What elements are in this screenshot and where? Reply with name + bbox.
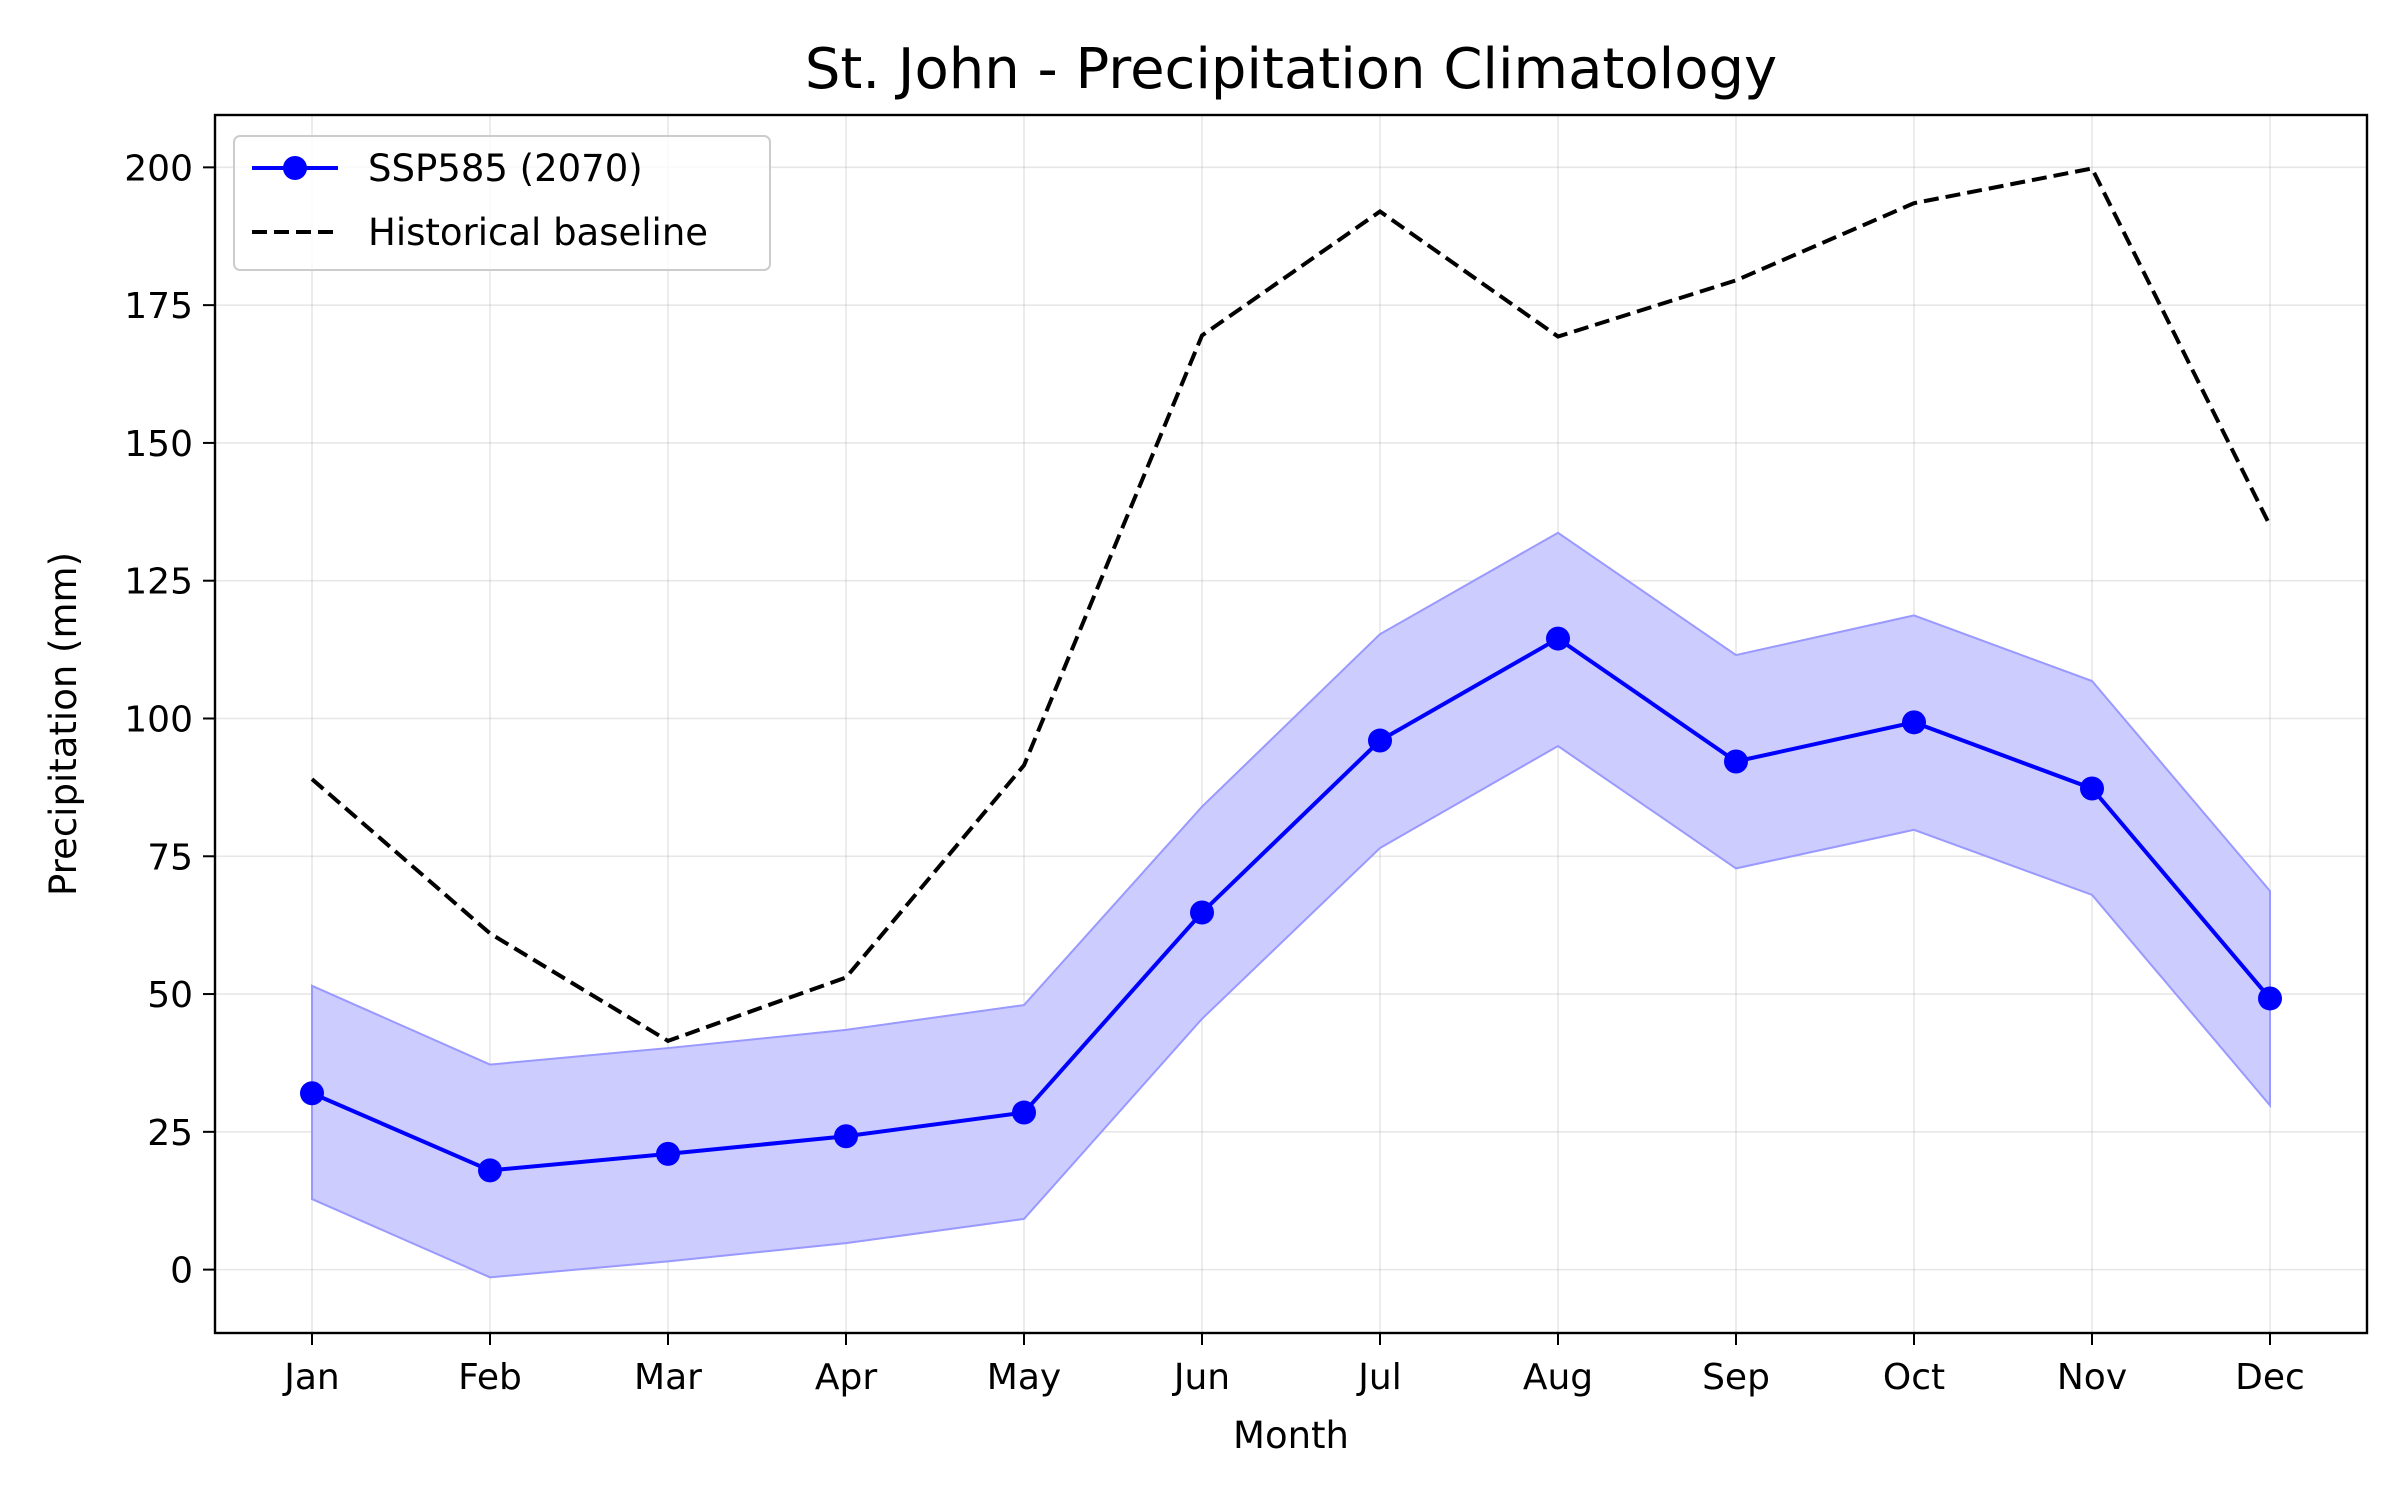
y-tick-label: 75 (147, 837, 193, 878)
y-tick-label: 25 (147, 1113, 193, 1154)
data-point-ssp585 (1368, 728, 1392, 753)
x-tick-label: Sep (1702, 1357, 1770, 1398)
series-line-ssp585 (311, 636, 2272, 1173)
x-axis-label: Month (1233, 1414, 1349, 1457)
data-point-ssp585 (2080, 776, 2104, 801)
series-line-historical (310, 166, 2272, 1044)
uncertainty-band (311, 531, 2271, 1279)
legend-box (233, 135, 771, 271)
data-point-ssp585 (478, 1158, 502, 1183)
data-point-ssp585 (1190, 900, 1214, 925)
x-tick-label: Jul (1356, 1357, 1401, 1398)
x-axis-ticks: Jan Feb Mar Apr May Jun Jul Aug Sep Oct Nov Dec (282, 1333, 2305, 1398)
band-area-ssp585 (311, 531, 2271, 1279)
data-point-ssp585 (1902, 710, 1926, 735)
x-tick-label: Aug (1523, 1357, 1593, 1398)
x-tick-label: Apr (815, 1357, 877, 1398)
series-lines (310, 166, 2272, 1173)
x-tick-label: Feb (458, 1357, 522, 1398)
data-point-ssp585 (656, 1141, 680, 1166)
y-tick-label: 100 (124, 699, 193, 740)
data-point-ssp585 (2258, 986, 2282, 1011)
y-tick-label: 50 (147, 975, 193, 1016)
x-tick-label: Oct (1883, 1357, 1945, 1398)
chart-title: St. John - Precipitation Climatology (805, 37, 1777, 102)
data-point-ssp585 (300, 1081, 324, 1106)
data-point-ssp585 (1546, 626, 1570, 651)
x-tick-label: Dec (2235, 1357, 2305, 1398)
x-tick-label: Nov (2057, 1357, 2127, 1398)
plot-frame (213, 113, 2369, 1335)
legend-entry-historical: Historical baseline (368, 211, 708, 254)
x-tick-label: Jun (1172, 1357, 1230, 1398)
data-point-ssp585 (1012, 1100, 1036, 1125)
y-tick-label: 125 (124, 562, 193, 603)
series-markers (300, 626, 2282, 1183)
x-tick-label: May (987, 1357, 1061, 1398)
y-axis-label: Precipitation (mm) (42, 552, 85, 896)
data-point-ssp585 (1724, 749, 1748, 774)
legend: SSP585 (2070) Historical baseline (233, 135, 771, 271)
y-tick-label: 0 (170, 1251, 193, 1292)
y-tick-label: 175 (124, 286, 193, 327)
y-tick-label: 150 (124, 424, 193, 465)
x-tick-label: Mar (634, 1357, 702, 1398)
legend-entry-ssp585: SSP585 (2070) (368, 147, 643, 190)
y-tick-label: 200 (124, 148, 193, 189)
data-point-ssp585 (834, 1124, 858, 1149)
x-tick-label: Jan (282, 1357, 340, 1398)
legend-marker-ssp585 (283, 156, 307, 180)
y-axis-ticks: 0 25 50 75 100 125 150 175 200 (124, 148, 215, 1292)
